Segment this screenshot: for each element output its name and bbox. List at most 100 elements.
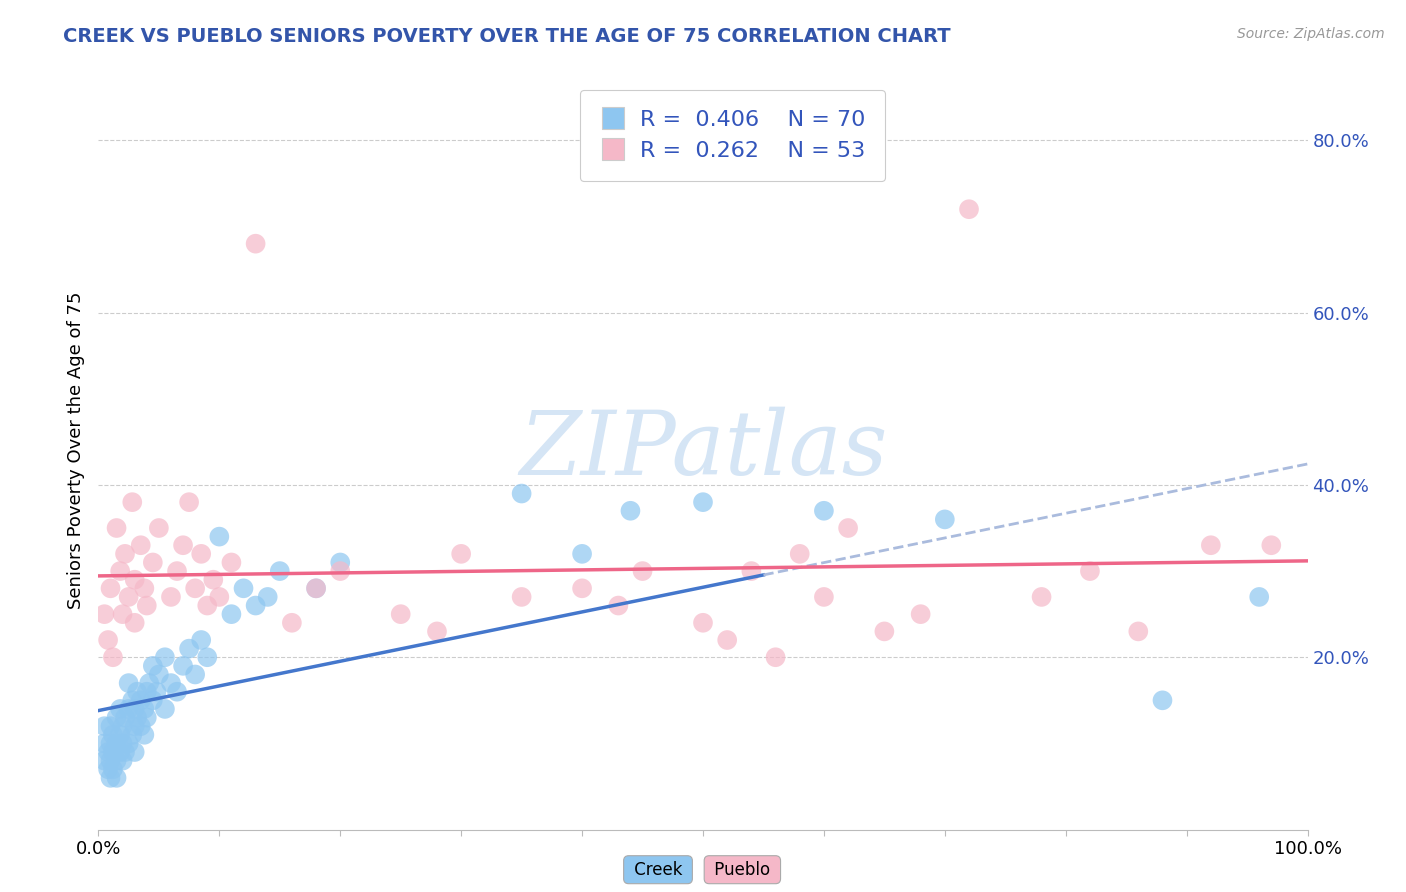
Point <box>450 547 472 561</box>
Point <box>934 512 956 526</box>
Point <box>1031 590 1053 604</box>
Point <box>166 684 188 698</box>
Point <box>124 702 146 716</box>
Point <box>160 590 183 604</box>
Point <box>1152 693 1174 707</box>
Point <box>114 710 136 724</box>
Point <box>245 236 267 251</box>
Point <box>100 736 122 750</box>
Point <box>118 702 141 716</box>
Point <box>129 719 152 733</box>
Point <box>195 599 218 613</box>
Point <box>740 564 762 578</box>
Point <box>134 702 156 716</box>
Point <box>145 684 167 698</box>
Point <box>716 633 738 648</box>
Point <box>873 624 896 639</box>
Point <box>111 736 134 750</box>
Point <box>148 667 170 681</box>
Point <box>101 745 124 759</box>
Point <box>127 684 149 698</box>
Point <box>148 521 170 535</box>
Point <box>208 530 231 544</box>
Point <box>1199 538 1222 552</box>
Point <box>329 564 352 578</box>
Point <box>121 693 143 707</box>
Point <box>619 504 641 518</box>
Point <box>184 582 207 596</box>
Point <box>114 745 136 759</box>
Point <box>1078 564 1101 578</box>
Point <box>111 754 134 768</box>
Point <box>142 658 165 673</box>
Point <box>692 615 714 630</box>
Point <box>232 582 254 596</box>
Point <box>97 762 120 776</box>
Point <box>305 582 328 596</box>
Point <box>153 650 176 665</box>
Point <box>202 573 225 587</box>
Point <box>510 590 533 604</box>
Point <box>105 754 128 768</box>
Point <box>101 650 124 665</box>
Point <box>208 590 231 604</box>
Point <box>105 710 128 724</box>
Point <box>135 710 157 724</box>
Text: CREEK VS PUEBLO SENIORS POVERTY OVER THE AGE OF 75 CORRELATION CHART: CREEK VS PUEBLO SENIORS POVERTY OVER THE… <box>63 27 950 45</box>
Point <box>172 538 194 552</box>
Point <box>124 745 146 759</box>
Point <box>607 599 630 613</box>
Point <box>631 564 654 578</box>
Point <box>97 745 120 759</box>
Point <box>190 547 212 561</box>
Point <box>172 658 194 673</box>
Point <box>105 771 128 785</box>
Point <box>101 728 124 742</box>
Point <box>93 719 115 733</box>
Point <box>389 607 412 622</box>
Point <box>135 684 157 698</box>
Point <box>93 736 115 750</box>
Text: Source: ZipAtlas.com: Source: ZipAtlas.com <box>1237 27 1385 41</box>
Point <box>813 504 835 518</box>
Point <box>571 582 593 596</box>
Point <box>153 702 176 716</box>
Point <box>93 607 115 622</box>
Text: Pueblo: Pueblo <box>709 861 776 879</box>
Point <box>160 676 183 690</box>
Point <box>93 754 115 768</box>
Point <box>142 556 165 570</box>
Point <box>134 582 156 596</box>
Point <box>111 607 134 622</box>
Point <box>179 495 201 509</box>
Point <box>134 728 156 742</box>
Point <box>269 564 291 578</box>
Point <box>571 547 593 561</box>
Point <box>118 676 141 690</box>
Point <box>1128 624 1150 639</box>
Point <box>329 556 352 570</box>
Point <box>1249 590 1271 604</box>
Point <box>789 547 811 561</box>
Point <box>124 615 146 630</box>
Point <box>124 719 146 733</box>
Point <box>256 590 278 604</box>
Point <box>121 728 143 742</box>
Point <box>100 582 122 596</box>
Point <box>118 590 141 604</box>
Point <box>510 486 533 500</box>
Point <box>114 547 136 561</box>
Point <box>142 693 165 707</box>
Point <box>910 607 932 622</box>
Legend: R =  0.406    N = 70, R =  0.262    N = 53: R = 0.406 N = 70, R = 0.262 N = 53 <box>581 90 886 181</box>
Point <box>221 556 243 570</box>
Point <box>121 495 143 509</box>
Text: Creek: Creek <box>628 861 688 879</box>
Point <box>129 693 152 707</box>
Text: ZIPatlas: ZIPatlas <box>519 407 887 494</box>
Point <box>108 702 131 716</box>
Point <box>281 615 304 630</box>
Point <box>127 710 149 724</box>
Point <box>179 641 201 656</box>
Point <box>813 590 835 604</box>
